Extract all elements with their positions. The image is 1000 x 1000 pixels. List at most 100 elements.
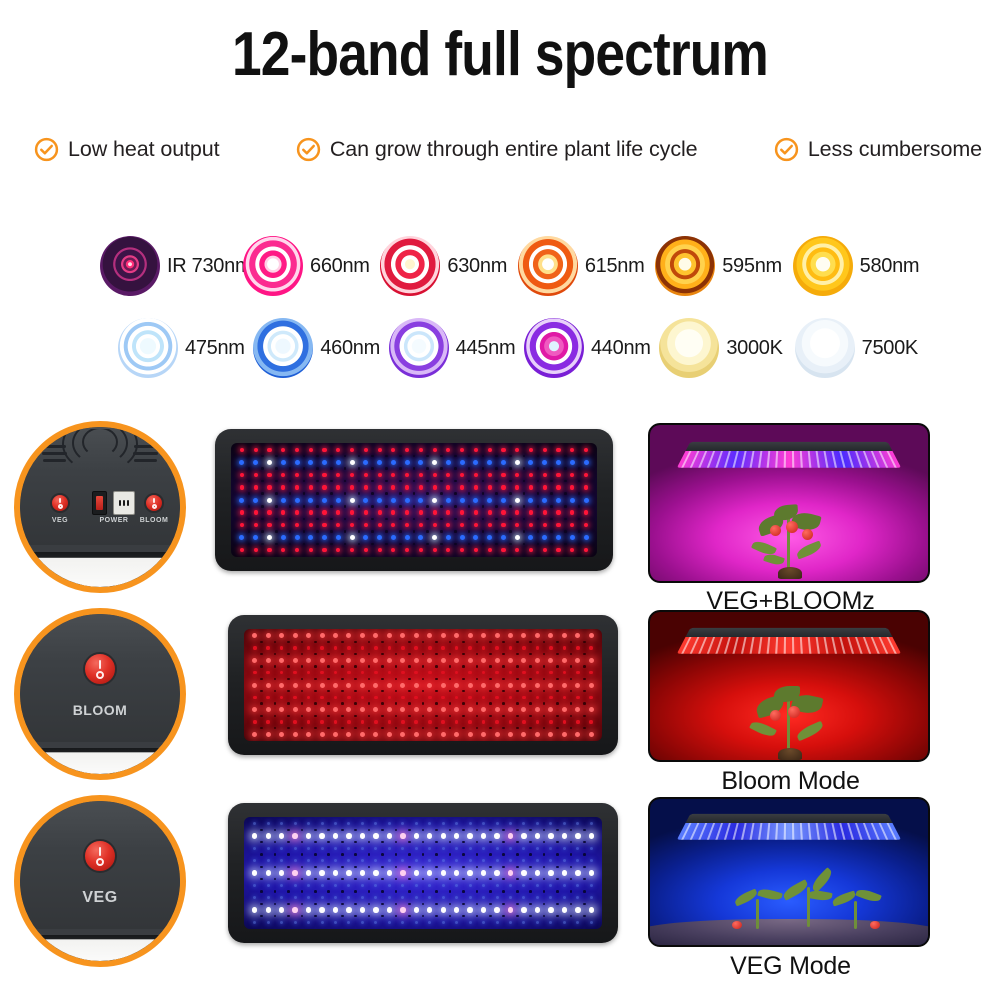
led-dot [367, 714, 371, 718]
fixture-led-stripe [758, 450, 763, 468]
led-dot [314, 902, 317, 906]
led-dot [418, 472, 423, 477]
led-dot [294, 485, 300, 490]
led-dot [346, 731, 352, 737]
led-dot [588, 682, 594, 688]
led-dot [432, 510, 437, 515]
led-dot [316, 504, 319, 508]
led-dot [314, 714, 317, 718]
led-dot [489, 865, 492, 869]
led-dot [536, 504, 540, 508]
led-dot [467, 517, 471, 521]
led-dot [333, 707, 338, 713]
led-dot [357, 479, 361, 483]
fixture-led-stripe [783, 822, 786, 840]
led-dot [542, 702, 546, 705]
led-dot [413, 707, 419, 713]
led-dot [522, 530, 526, 533]
led-dot [435, 702, 438, 705]
led-dot [401, 720, 405, 724]
led-dot [316, 492, 319, 496]
feature-list: Low heat output Can grow through entire … [34, 137, 982, 162]
led-dot [502, 702, 506, 705]
led-dot [507, 633, 513, 639]
power-rocker-switch[interactable] [92, 491, 107, 515]
led-dot [556, 665, 559, 668]
led-dot [435, 828, 438, 832]
feature-label: Low heat output [68, 137, 220, 161]
led-dot [514, 459, 520, 465]
led-dot [569, 652, 573, 656]
led-dot [418, 510, 423, 515]
led-dot [487, 535, 493, 541]
led-dot [374, 670, 378, 675]
led-dot [333, 670, 338, 675]
led-dot [381, 652, 384, 656]
led-dot [569, 877, 573, 881]
veg-switch[interactable] [83, 839, 117, 873]
led-dot [427, 907, 433, 913]
led-dot [253, 859, 257, 863]
led-dot [421, 714, 425, 718]
led-dot [575, 657, 581, 663]
led-dot [322, 522, 327, 528]
led-dot [534, 657, 540, 663]
led-dot [314, 640, 317, 644]
led-dot [354, 902, 357, 906]
led-dot [247, 542, 251, 546]
led-dot [367, 890, 371, 893]
led-dot [287, 828, 290, 832]
led-dot [432, 522, 437, 528]
led-dot [481, 479, 485, 483]
fixture-led-stripe [732, 822, 739, 840]
led-dot [330, 467, 333, 470]
led-dot [314, 840, 317, 844]
led-dot [265, 707, 271, 713]
led-dot [489, 877, 492, 881]
led-dot [561, 657, 567, 663]
led-dot [349, 447, 355, 452]
led-dot [253, 822, 257, 826]
led-dot [418, 497, 424, 503]
fixture-led-stripe [766, 636, 771, 654]
led-dot [487, 497, 493, 503]
led-dot [371, 517, 374, 521]
led-dot [340, 665, 344, 668]
led-dot [542, 522, 547, 528]
led-dot [307, 846, 311, 850]
led-dot [421, 689, 425, 693]
led-dot [330, 504, 333, 508]
led-dot [577, 530, 581, 533]
led-dot [481, 492, 485, 496]
bloom-switch[interactable] [83, 652, 117, 686]
led-dot [346, 707, 352, 713]
led-dot [529, 840, 532, 844]
led-dot [320, 646, 324, 650]
bloom-switch[interactable] [144, 493, 164, 513]
led-dot [349, 535, 355, 541]
led-dot [252, 833, 258, 839]
led-dot [535, 846, 539, 850]
led-dot [354, 689, 357, 693]
led-dot [377, 447, 382, 452]
led-dot [287, 890, 290, 893]
led-dot [385, 479, 388, 483]
led-dot [340, 677, 344, 681]
led-dot [427, 682, 433, 688]
led-dot [556, 853, 559, 856]
led-dot [522, 517, 526, 521]
plant-seedling-center [778, 867, 840, 927]
led-dot [475, 665, 479, 668]
led-dot [253, 548, 258, 553]
led-dot [502, 890, 506, 893]
led-dot [448, 865, 452, 869]
veg-switch[interactable] [50, 493, 70, 513]
led-dot [448, 853, 452, 856]
led-dot [367, 828, 371, 832]
led-dot [343, 504, 347, 508]
led-dot [446, 510, 451, 515]
led-dot [347, 883, 351, 887]
fixture-led-stripe [723, 822, 731, 840]
led-dot [266, 859, 270, 863]
led-dot [570, 522, 575, 528]
